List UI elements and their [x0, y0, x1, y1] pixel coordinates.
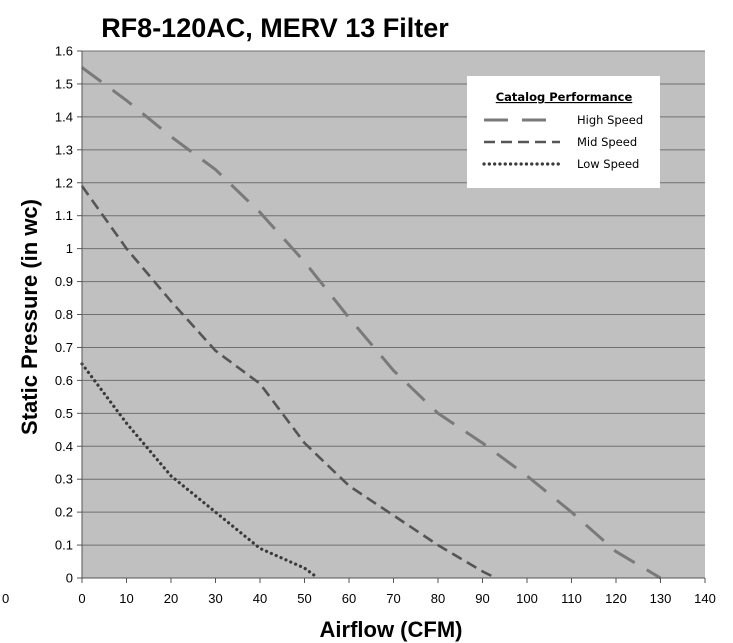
x-tick-label: 30 [208, 591, 222, 606]
legend-label: Mid Speed [577, 135, 637, 149]
y-tick-label: 0.2 [55, 505, 73, 520]
legend: Catalog Performance High Speed Mid Speed L… [467, 76, 660, 188]
y-tick-label: 0.6 [55, 373, 73, 388]
x-tick-label: 90 [475, 591, 489, 606]
x-axis-title: Airflow (CFM) [320, 617, 463, 642]
y-tick-label: 1.6 [55, 44, 73, 59]
chart-title: RF8-120AC, MERV 13 Filter [101, 13, 449, 43]
axes [77, 50, 706, 583]
y-axis-title: Static Pressure (in wc) [17, 199, 42, 435]
x-tick-label: 0 [78, 591, 85, 606]
y-tick-label: 0 [66, 571, 73, 586]
legend-label: Low Speed [577, 157, 639, 171]
x-tick-label: 130 [650, 591, 672, 606]
x-tick-label: 50 [297, 591, 311, 606]
legend-label: High Speed [577, 113, 643, 127]
y-tick-label: 0.1 [55, 538, 73, 553]
y-tick-label: 1.2 [55, 175, 73, 190]
x-tick-label: 60 [342, 591, 356, 606]
legend-title: Catalog Performance [496, 90, 633, 104]
y-tick-label: 0.7 [55, 340, 73, 355]
y-tick-label: 1.1 [55, 208, 73, 223]
y-tick-label: 1.5 [55, 76, 73, 91]
x-tick-label: 10 [119, 591, 133, 606]
y-tick-label: 0.3 [55, 472, 73, 487]
x-tick-label: 110 [561, 591, 582, 606]
series-line-high-speed [81, 66, 662, 580]
series-line-mid-speed [80, 185, 497, 580]
y-tick-label: 1.4 [55, 109, 73, 124]
y-tick-label: 0.9 [55, 274, 73, 289]
y-tick-label: 0.5 [55, 406, 73, 421]
x-tick-label: 100 [516, 591, 538, 606]
x-tick-label: 120 [605, 591, 627, 606]
series-layer [80, 66, 662, 580]
y-tick-labels: 0 0.1 0.2 0.3 0.4 0.5 0.6 0.7 0.8 0.9 1 1.1 1.2 1.3 1.… [55, 44, 73, 586]
y-tick-label: 1 [66, 241, 73, 256]
stray-left-label: 0 [2, 591, 9, 606]
x-tick-label: 140 [694, 591, 716, 606]
x-tick-label: 40 [253, 591, 267, 606]
series-line-low-speed [80, 362, 320, 580]
x-tick-label: 80 [431, 591, 445, 606]
x-tick-labels: 0 10 20 30 40 50 60 70 80 90 100 110 120 130 140 [78, 591, 715, 606]
y-tick-label: 1.3 [55, 142, 73, 157]
legend-box [467, 76, 660, 188]
y-tick-label: 0.4 [55, 439, 73, 454]
x-tick-label: 20 [164, 591, 178, 606]
gridlines [82, 50, 705, 546]
x-tick-label: 70 [386, 591, 400, 606]
y-tick-label: 0.8 [55, 307, 73, 322]
